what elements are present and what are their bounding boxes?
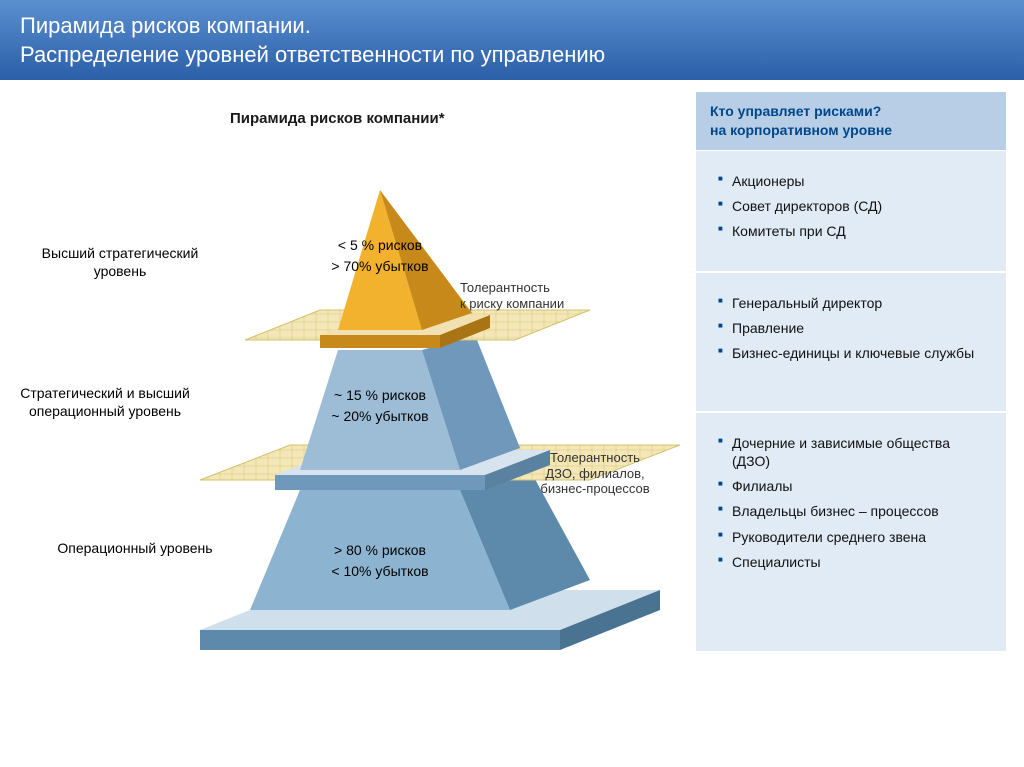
- list-item: Акционеры: [718, 172, 990, 190]
- tol2-l2: ДЗО, филиалов,: [520, 466, 670, 482]
- pt2-l1: ~ 15 % рисков: [310, 385, 450, 406]
- list-item: Совет директоров (СД): [718, 197, 990, 215]
- pyr-text-bot: > 80 % рисков < 10% убытков: [310, 540, 450, 582]
- list-item: Бизнес-единицы и ключевые службы: [718, 344, 990, 362]
- slide-header: Пирамида рисков компании. Распределение …: [0, 0, 1024, 80]
- list-item: Специалисты: [718, 553, 990, 571]
- base1-front-edge: [320, 335, 440, 348]
- pt2-l2: ~ 20% убытков: [310, 406, 450, 427]
- tol2-l3: бизнес-процессов: [520, 481, 670, 497]
- pt1-l1: < 5 % рисков: [310, 235, 450, 256]
- tol1-l1: Толерантность: [460, 280, 610, 296]
- sidebar-block-2: Генеральный директор Правление Бизнес-ед…: [696, 273, 1006, 413]
- chart-title: Пирамида рисков компании*: [230, 110, 445, 127]
- sidebar-header-l2: на корпоративном уровне: [710, 121, 992, 140]
- list-item: Комитеты при СД: [718, 222, 990, 240]
- tolerance-label-2: Толерантность ДЗО, филиалов, бизнес-проц…: [520, 450, 670, 497]
- sidebar-block-1: Акционеры Совет директоров (СД) Комитеты…: [696, 151, 1006, 273]
- list-item: Генеральный директор: [718, 294, 990, 312]
- sidebar-block-3: Дочерние и зависимые общества (ДЗО) Фили…: [696, 413, 1006, 653]
- tolerance-label-1: Толерантность к риску компании: [460, 280, 610, 311]
- pt1-l2: > 70% убытков: [310, 256, 450, 277]
- base2-front-edge: [275, 475, 485, 490]
- sidebar-header: Кто управляет рисками? на корпоративном …: [696, 92, 1006, 151]
- pt3-l1: > 80 % рисков: [310, 540, 450, 561]
- content-area: Пирамида рисков компании* Высший стратег…: [0, 80, 1024, 767]
- pyr-text-mid: ~ 15 % рисков ~ 20% убытков: [310, 385, 450, 427]
- sidebar: Кто управляет рисками? на корпоративном …: [696, 92, 1006, 653]
- base3-front-edge: [200, 630, 560, 650]
- tol2-l1: Толерантность: [520, 450, 670, 466]
- pt3-l2: < 10% убытков: [310, 561, 450, 582]
- diagram-zone: Пирамида рисков компании* Высший стратег…: [0, 80, 680, 767]
- pyr-text-top: < 5 % рисков > 70% убытков: [310, 235, 450, 277]
- list-item: Владельцы бизнес – процессов: [718, 502, 990, 520]
- header-line1: Пирамида рисков компании.: [20, 12, 1004, 41]
- sidebar-header-l1: Кто управляет рисками?: [710, 102, 992, 121]
- list-item: Дочерние и зависимые общества (ДЗО): [718, 434, 990, 470]
- tol1-l2: к риску компании: [460, 296, 610, 312]
- list-item: Руководители среднего звена: [718, 528, 990, 546]
- list-item: Правление: [718, 319, 990, 337]
- list-item: Филиалы: [718, 477, 990, 495]
- header-line2: Распределение уровней ответственности по…: [20, 41, 1004, 70]
